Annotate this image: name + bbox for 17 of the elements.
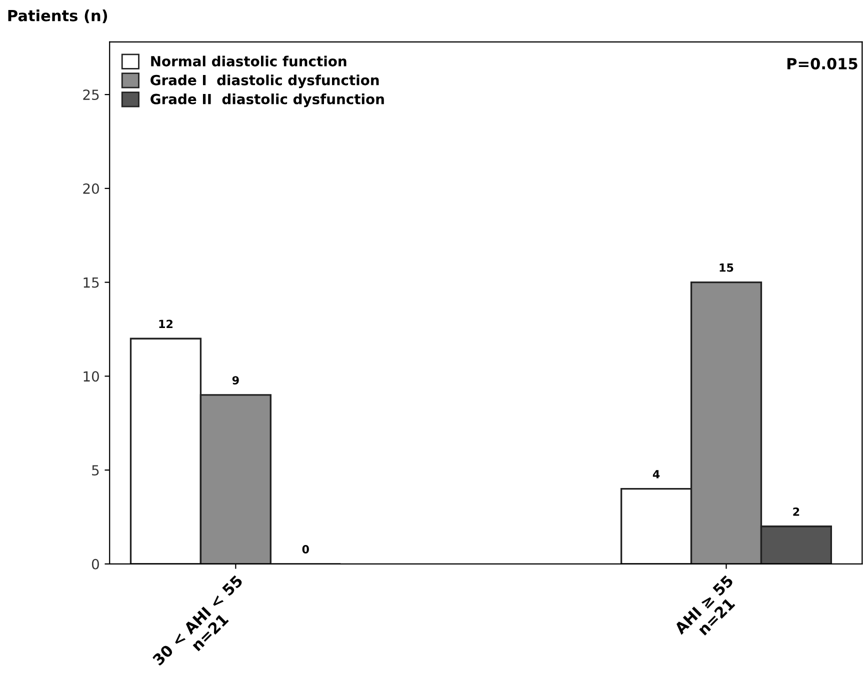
y-tick-label: 25 (83, 90, 99, 100)
legend-label: Normal diastolic function (151, 56, 346, 66)
y-tick-label: 0 (92, 558, 99, 570)
legend-label: Grade II diastolic dysfunction (150, 94, 384, 108)
y-axis-title: Patients (n) (8, 10, 108, 24)
y-tick-label: 5 (92, 465, 99, 476)
data-label: 9 (232, 376, 239, 384)
y-tick-label: 15 (84, 277, 99, 288)
y-tick-label: 10 (84, 371, 99, 382)
data-label: 0 (302, 545, 309, 554)
data-label: 2 (793, 508, 800, 516)
data-label: 4 (652, 470, 660, 478)
y-tick-label: 20 (83, 183, 99, 194)
annotation: P=0.015 (787, 58, 858, 70)
data-label: 12 (159, 320, 172, 328)
data-label: 15 (720, 264, 734, 272)
legend-label: Grade I diastolic dysfunction (150, 74, 379, 88)
